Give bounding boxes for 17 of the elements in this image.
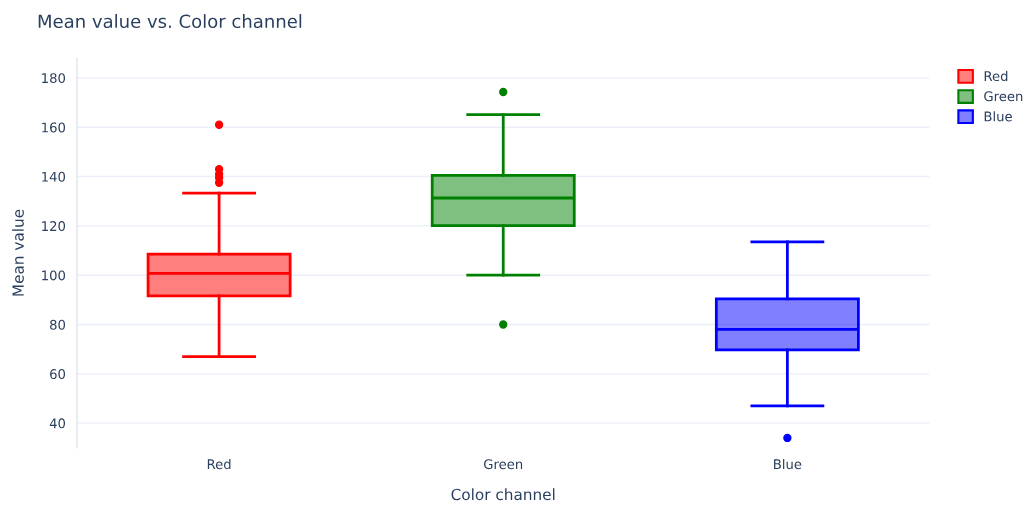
legend-label: Green (984, 91, 1023, 102)
y-tick-label: 140 (42, 171, 66, 182)
legend-label: Red (984, 70, 1008, 82)
x-axis-title: Color channel (451, 488, 555, 501)
y-axis-title: Mean value (12, 209, 24, 296)
y-tick-label: 120 (42, 221, 66, 232)
x-tick-label: Green (483, 459, 523, 470)
y-tick-label: 160 (42, 122, 66, 133)
chart-title: Mean value vs. Color channel (38, 14, 302, 29)
y-tick-label: 80 (50, 319, 66, 330)
y-tick-label: 100 (42, 270, 66, 281)
legend-label: Blue (984, 111, 1012, 122)
y-tick-label: 60 (50, 369, 66, 380)
x-tick-label: Blue (774, 458, 802, 470)
x-tick-label: Red (207, 458, 231, 470)
y-tick-label: 180 (42, 73, 66, 84)
y-tick-label: 40 (49, 418, 66, 429)
